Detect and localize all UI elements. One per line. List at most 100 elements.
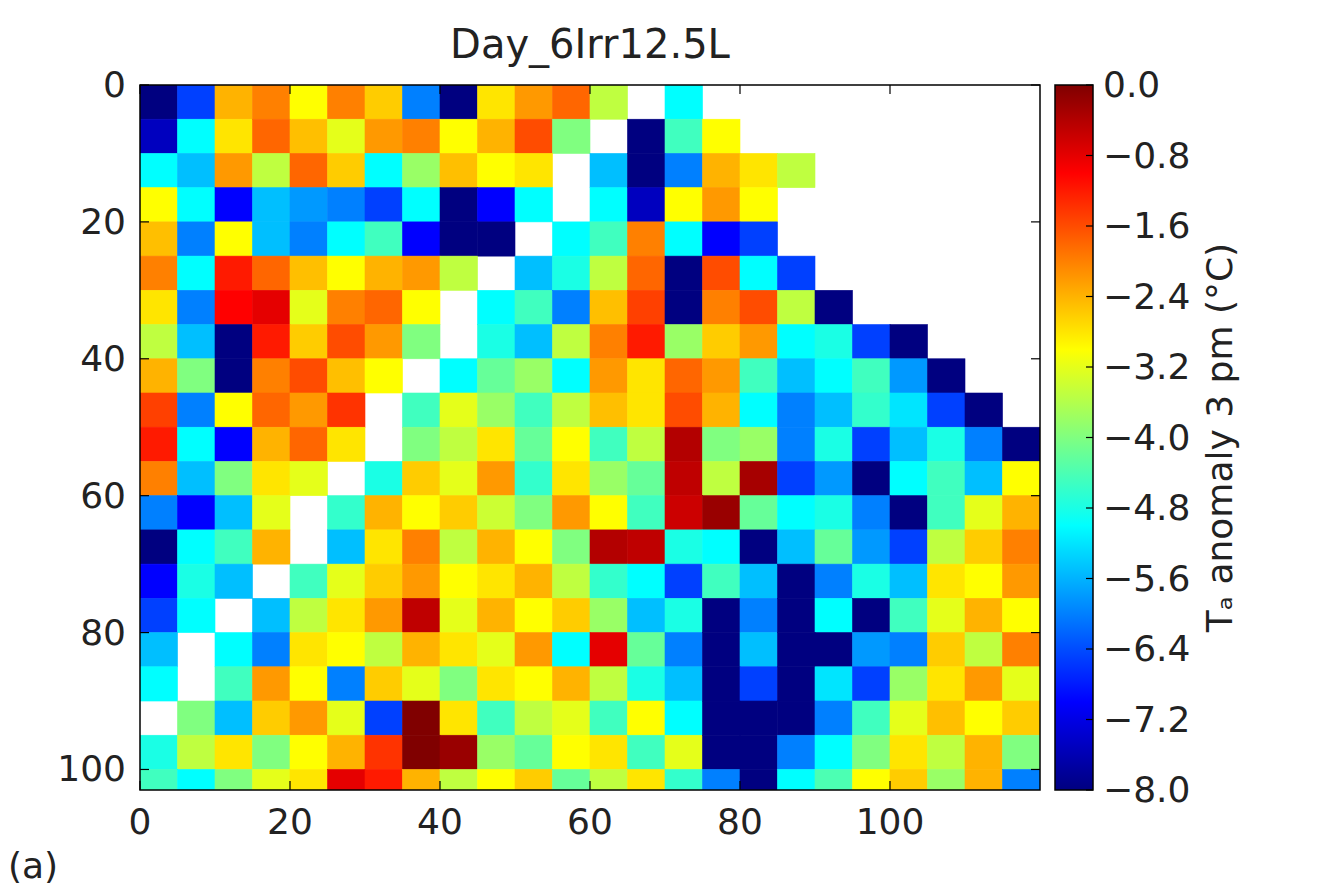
cell bbox=[703, 496, 741, 530]
cell bbox=[140, 530, 178, 564]
colorbar-tick bbox=[1086, 578, 1093, 579]
cell bbox=[590, 325, 628, 359]
colorbar-tick-label: −7.2 bbox=[1103, 699, 1190, 740]
cell bbox=[778, 633, 816, 667]
cell bbox=[403, 222, 441, 256]
cell bbox=[740, 359, 778, 393]
cell bbox=[178, 564, 216, 598]
cell bbox=[815, 530, 853, 564]
cell bbox=[365, 222, 403, 256]
cell bbox=[253, 633, 291, 667]
cell bbox=[590, 564, 628, 598]
cell bbox=[590, 188, 628, 222]
cell bbox=[365, 530, 403, 564]
cell bbox=[590, 85, 628, 119]
cell bbox=[328, 667, 366, 701]
cell bbox=[365, 633, 403, 667]
cell bbox=[515, 427, 553, 461]
cell bbox=[403, 735, 441, 769]
cell bbox=[703, 153, 741, 187]
cell bbox=[290, 769, 328, 790]
cell bbox=[853, 325, 891, 359]
cell bbox=[478, 119, 516, 153]
x-tick bbox=[739, 85, 740, 94]
cell bbox=[515, 188, 553, 222]
cell bbox=[440, 222, 478, 256]
cell bbox=[778, 769, 816, 790]
cell bbox=[815, 701, 853, 735]
cell bbox=[665, 735, 703, 769]
cell bbox=[703, 325, 741, 359]
cell bbox=[440, 667, 478, 701]
cell bbox=[815, 290, 853, 324]
y-tick bbox=[140, 495, 149, 496]
cell bbox=[440, 564, 478, 598]
cell bbox=[328, 359, 366, 393]
colorbar-tick-label: −6.4 bbox=[1103, 628, 1190, 669]
cell bbox=[928, 530, 966, 564]
colorbar-tick-label: −2.4 bbox=[1103, 276, 1190, 317]
cell bbox=[553, 461, 591, 495]
cell bbox=[215, 496, 253, 530]
cell bbox=[178, 256, 216, 290]
cell bbox=[515, 256, 553, 290]
cell bbox=[815, 359, 853, 393]
cell bbox=[928, 359, 966, 393]
cell bbox=[815, 633, 853, 667]
cell bbox=[665, 633, 703, 667]
cell bbox=[140, 769, 178, 790]
cell bbox=[740, 633, 778, 667]
cell bbox=[628, 256, 666, 290]
colorbar-tick-label: −1.6 bbox=[1103, 205, 1190, 246]
cell bbox=[665, 325, 703, 359]
cell bbox=[890, 461, 928, 495]
cell bbox=[853, 427, 891, 461]
cell bbox=[365, 564, 403, 598]
cell bbox=[665, 461, 703, 495]
cell bbox=[403, 496, 441, 530]
cell bbox=[553, 119, 591, 153]
cell bbox=[553, 667, 591, 701]
cell bbox=[440, 85, 478, 119]
cell bbox=[778, 701, 816, 735]
cell bbox=[290, 393, 328, 427]
cell bbox=[515, 530, 553, 564]
cell bbox=[928, 769, 966, 790]
cell bbox=[928, 701, 966, 735]
cell bbox=[628, 290, 666, 324]
cell bbox=[703, 290, 741, 324]
cell bbox=[328, 598, 366, 632]
cell bbox=[215, 153, 253, 187]
cell bbox=[740, 769, 778, 790]
colorbar-tick-label: −3.2 bbox=[1103, 346, 1190, 387]
cell bbox=[590, 359, 628, 393]
cell bbox=[328, 256, 366, 290]
cell bbox=[665, 222, 703, 256]
cell bbox=[928, 427, 966, 461]
cell bbox=[290, 188, 328, 222]
cell bbox=[215, 393, 253, 427]
cell bbox=[553, 85, 591, 119]
y-tick bbox=[1031, 221, 1040, 222]
cell bbox=[328, 222, 366, 256]
cell bbox=[890, 530, 928, 564]
cell bbox=[178, 119, 216, 153]
cell bbox=[253, 256, 291, 290]
cell bbox=[665, 393, 703, 427]
cell bbox=[328, 393, 366, 427]
cell bbox=[178, 188, 216, 222]
cell bbox=[703, 564, 741, 598]
colorbar-tick bbox=[1086, 789, 1093, 790]
cell bbox=[403, 564, 441, 598]
cell bbox=[740, 325, 778, 359]
x-tick-label: 20 bbox=[267, 801, 313, 842]
cell bbox=[815, 667, 853, 701]
cell bbox=[965, 769, 1003, 790]
cell bbox=[928, 598, 966, 632]
cell bbox=[253, 427, 291, 461]
cell bbox=[703, 735, 741, 769]
cell bbox=[403, 153, 441, 187]
cell bbox=[553, 496, 591, 530]
cell bbox=[853, 393, 891, 427]
y-tick bbox=[140, 84, 149, 85]
